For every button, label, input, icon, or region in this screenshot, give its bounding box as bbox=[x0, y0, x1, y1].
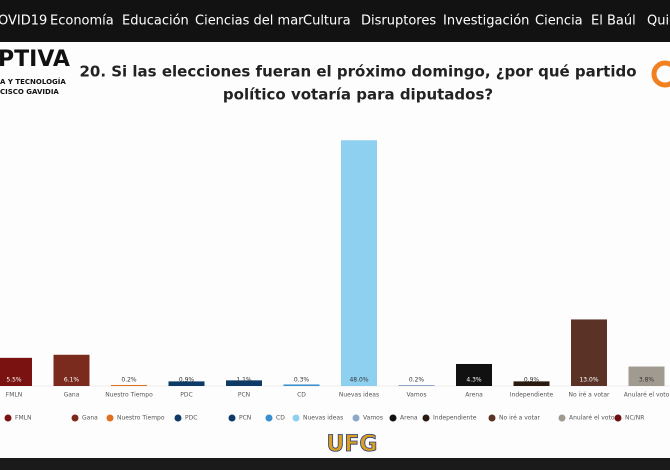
bar bbox=[226, 380, 262, 386]
bar bbox=[341, 140, 377, 386]
bar bbox=[168, 381, 205, 386]
x-tick-label: Nuestro Tiempo bbox=[105, 392, 153, 399]
legend-swatch bbox=[292, 414, 300, 422]
chart-title: 20. Si las elecciones fueran el próximo … bbox=[79, 63, 636, 81]
legend-swatch bbox=[422, 414, 430, 422]
nav-bar bbox=[0, 0, 670, 42]
legend-label: Independiente bbox=[433, 415, 477, 422]
value-label: 0.9% bbox=[524, 377, 540, 384]
value-label: 0.9% bbox=[179, 377, 195, 384]
legend-label: Gana bbox=[82, 415, 98, 422]
legend-label: Nuestro Tiempo bbox=[117, 415, 165, 422]
value-label: 4.3% bbox=[466, 377, 482, 384]
legend-swatch bbox=[352, 414, 360, 422]
value-label: 0.2% bbox=[121, 377, 137, 384]
bar bbox=[513, 381, 550, 386]
x-tick-label: Arena bbox=[465, 392, 483, 399]
nav-item: Disruptores bbox=[361, 14, 436, 29]
nav-item: Ciencia bbox=[535, 14, 583, 29]
bar bbox=[398, 384, 435, 386]
legend-swatch bbox=[174, 414, 182, 422]
legend-label: No iré a votar bbox=[499, 415, 541, 422]
logo-bottom: UFG bbox=[327, 432, 378, 457]
legend-swatch bbox=[4, 414, 12, 422]
x-tick-label: PDC bbox=[180, 392, 192, 399]
bar bbox=[571, 319, 607, 386]
x-tick-label: Nuevas ideas bbox=[339, 392, 379, 399]
legend-label: Arena bbox=[400, 415, 418, 422]
bar bbox=[456, 363, 492, 386]
legend-swatch bbox=[265, 414, 273, 422]
value-label: 13.0% bbox=[579, 377, 598, 384]
value-label: 0.2% bbox=[409, 377, 425, 384]
bar bbox=[628, 366, 665, 386]
slide bbox=[0, 42, 670, 458]
legend-label: Anularé el voto bbox=[569, 415, 615, 422]
legend-swatch bbox=[558, 414, 566, 422]
chart-subtitle: político votaría para diputados? bbox=[223, 86, 493, 104]
x-tick-label: Anularé el voto bbox=[624, 392, 670, 399]
bar bbox=[53, 354, 90, 386]
nav-item: El Baúl bbox=[591, 14, 636, 29]
nav-item: Economía bbox=[50, 14, 114, 29]
logo-left: PTIVA bbox=[0, 47, 70, 72]
nav-item: Educación bbox=[122, 14, 189, 29]
bar bbox=[0, 357, 32, 386]
legend-label: PDC bbox=[185, 415, 197, 422]
nav-item: Investigación bbox=[443, 14, 529, 29]
x-tick-label: PCN bbox=[238, 392, 250, 399]
value-label: 6.1% bbox=[64, 377, 80, 384]
nav-item: Cultura bbox=[303, 14, 351, 29]
logo-left-line: A Y TECNOLOGÍA bbox=[0, 77, 66, 86]
legend-label: Vamos bbox=[363, 415, 383, 422]
legend-swatch bbox=[228, 414, 236, 422]
bar bbox=[283, 384, 320, 386]
x-tick-label: Gana bbox=[64, 392, 80, 399]
legend-swatch bbox=[614, 414, 622, 422]
logo-left-line: CISCO GAVIDIA bbox=[0, 88, 59, 96]
legend-label: CD bbox=[276, 415, 285, 422]
nav-item: Ciencias del mar bbox=[195, 14, 304, 29]
x-tick-label: FMLN bbox=[6, 392, 22, 399]
legend-swatch bbox=[488, 414, 496, 422]
value-label: 48.0% bbox=[349, 377, 368, 384]
x-tick-label: Independiente bbox=[510, 392, 554, 399]
legend-label: PCN bbox=[239, 415, 251, 422]
bottom-strip bbox=[0, 458, 670, 470]
x-tick-label: Vamos bbox=[407, 392, 427, 399]
bar bbox=[111, 384, 147, 386]
legend-label: NC/NR bbox=[625, 415, 644, 422]
x-tick-label: CD bbox=[297, 392, 306, 399]
value-label: 0.3% bbox=[294, 377, 310, 384]
legend-swatch bbox=[106, 414, 114, 422]
value-label: 1.1% bbox=[236, 377, 252, 384]
nav-item: OVID19 bbox=[0, 14, 47, 29]
value-label: 3.8% bbox=[639, 377, 655, 384]
legend-swatch bbox=[389, 414, 397, 422]
nav-item: Quié bbox=[647, 14, 670, 29]
x-tick-label: No iré a votar bbox=[569, 392, 611, 399]
value-label: 5.5% bbox=[6, 377, 22, 384]
legend-label: FMLN bbox=[15, 415, 31, 422]
logo-right bbox=[651, 60, 670, 88]
legend-swatch bbox=[71, 414, 79, 422]
legend-label: Nuevas ideas bbox=[303, 415, 343, 422]
